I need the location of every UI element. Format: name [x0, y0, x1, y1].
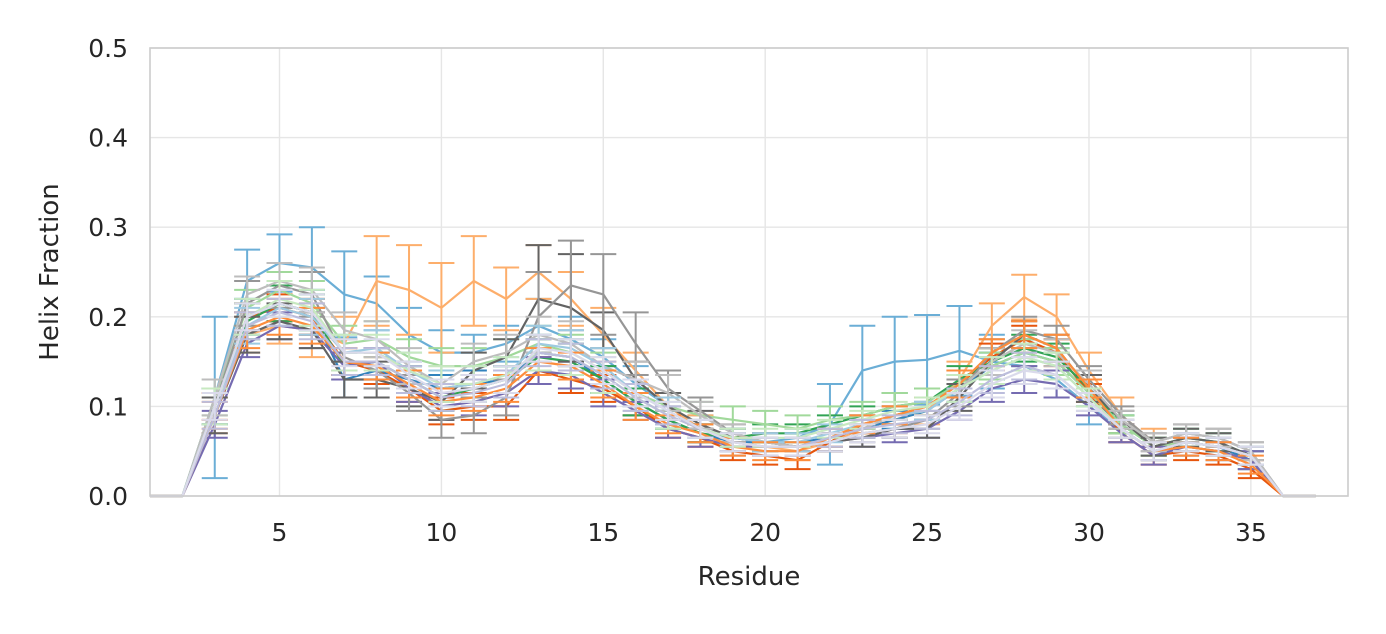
y-tick-label: 0.4	[88, 124, 128, 153]
x-tick-label: 10	[425, 518, 457, 547]
tick-labels: 5 10 15 20 25 30 35 0.0 0.1 0.2 0.3 0.4 0.5	[88, 34, 1267, 547]
x-tick-label: 35	[1235, 518, 1267, 547]
y-tick-label: 0.5	[88, 34, 128, 63]
x-axis-label: Residue	[698, 562, 801, 592]
x-tick-label: 15	[587, 518, 619, 547]
y-tick-label: 0.0	[88, 482, 128, 511]
x-tick-label: 25	[911, 518, 943, 547]
series-group	[150, 226, 1316, 498]
plot-frame	[149, 47, 1349, 497]
y-tick-label: 0.3	[88, 213, 128, 242]
y-tick-label: 0.2	[88, 303, 128, 332]
grid	[150, 47, 1348, 497]
series-15	[150, 288, 1316, 498]
y-tick-label: 0.1	[88, 392, 128, 421]
x-tick-label: 5	[272, 518, 288, 547]
x-tick-label: 20	[749, 518, 781, 547]
x-tick-label: 30	[1073, 518, 1105, 547]
y-axis-label: Helix Fraction	[35, 183, 65, 360]
